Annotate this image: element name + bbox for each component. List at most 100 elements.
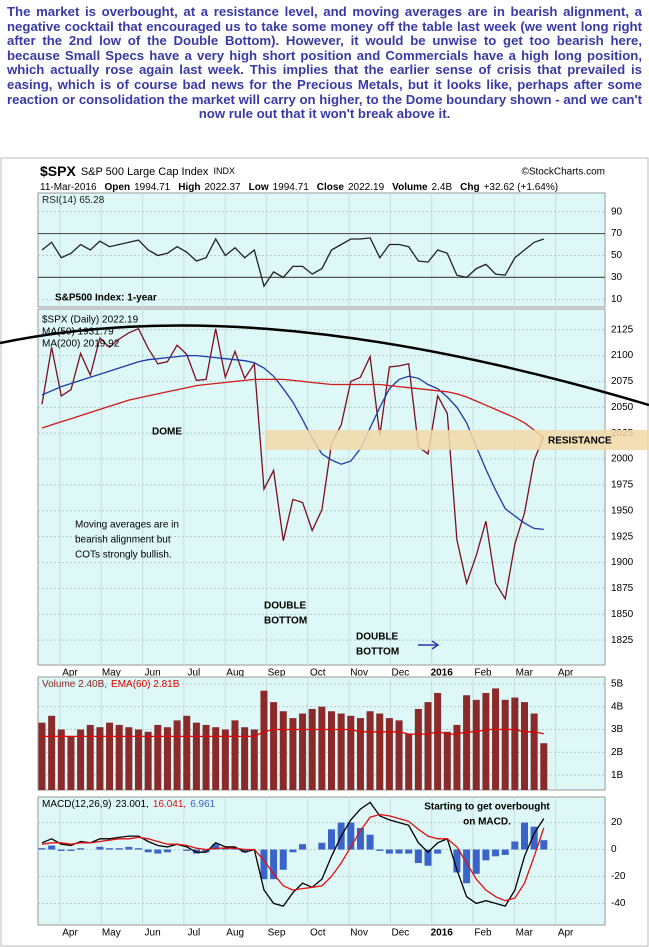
bar [414,849,422,864]
bar [501,849,509,855]
bar [279,849,287,870]
bar [492,849,500,857]
bar [299,844,307,850]
bar [424,849,432,866]
bar [328,711,335,790]
bar [38,722,46,790]
annotation: bearish alignment but [75,535,171,546]
bar [202,849,210,853]
x-tick-label: Jun [145,928,161,939]
bar [67,849,75,851]
series-line [41,327,545,601]
bar [414,708,422,790]
y-tick-label: 1975 [611,480,634,491]
y-tick-label: 3B [611,724,624,735]
legend-label: MACD(12,26,9) [42,799,111,810]
x-tick-label: Feb [474,668,492,679]
bar [376,713,384,790]
bar [482,849,490,861]
bar [405,849,413,854]
x-tick-label: Oct [310,928,326,939]
annotation: DOME [152,427,182,438]
bar [250,729,258,790]
bar [212,844,220,850]
chart-title: S&P500 Index: 1-year [55,293,157,304]
bar [540,743,548,790]
bar [405,734,413,790]
bar [212,727,220,790]
bar [144,731,152,790]
field-label: Open [105,182,131,193]
annotation: Moving averages are in [75,520,179,531]
panel [37,308,606,666]
bar [125,727,133,790]
bar [231,848,239,850]
y-tick-label: 0 [611,844,617,855]
annotation: RESISTANCE [548,436,612,447]
y-tick-label: 2B [611,747,624,758]
x-tick-label: Nov [350,928,368,939]
y-tick-label: 4B [611,701,624,712]
bar [173,720,181,790]
annotation: BOTTOM [356,647,399,658]
bar [38,848,46,850]
bar [501,699,509,790]
x-tick-label: Oct [310,668,326,679]
x-tick-label: Aug [226,928,244,939]
arrow [418,640,440,650]
x-tick-label: Sep [268,668,286,679]
bar [356,718,364,790]
y-tick-label: 1B [611,770,624,781]
y-tick-label: 5B [611,678,624,689]
bar [395,849,403,854]
bar [260,690,268,790]
field-label: Close [317,182,345,193]
field-value: +32.62 (+1.64%) [484,182,559,193]
y-tick-label: 1925 [611,531,634,542]
series-line [41,813,545,902]
commentary: The market is overbought, at a resistanc… [7,4,642,122]
bar [154,849,162,854]
bar [318,706,326,790]
annotation: DOUBLE [264,601,307,612]
series-line [42,728,544,738]
bar [385,849,393,854]
y-tick-label: 50 [611,250,623,261]
bar [135,729,142,790]
bar [482,692,490,790]
bar [115,724,123,790]
bar [424,702,432,790]
legend-entry: 16.041, [153,799,186,810]
field-label: Volume [392,182,428,193]
bar [453,849,461,873]
legend-entry: $SPX (Daily) 2022.19 [42,315,139,326]
annotation: Starting to get overbought [424,802,550,813]
annotation: on MACD. [463,817,511,828]
bar [472,849,480,874]
dome-curve [0,324,649,407]
bar [115,848,123,850]
bar [443,731,451,790]
annotation: BOTTOM [264,616,307,627]
legend: RSI(14) 65.28 [42,195,105,206]
x-tick-label: 2016 [431,668,454,679]
bar [492,688,500,790]
annotation: DOUBLE [356,632,399,643]
bar [366,711,374,790]
series-line [41,237,545,288]
x-tick-label: Mar [516,668,534,679]
bar [163,727,171,790]
bar [154,724,162,790]
date: 11-Mar-2016 [40,182,97,193]
bar [125,846,133,850]
bar [289,718,297,790]
bar [163,849,171,853]
series-line [41,378,545,439]
x-tick-label: Mar [516,928,534,939]
bar [463,695,471,790]
bar [96,727,104,790]
bar [183,849,191,851]
x-tick-label: May [102,928,121,939]
